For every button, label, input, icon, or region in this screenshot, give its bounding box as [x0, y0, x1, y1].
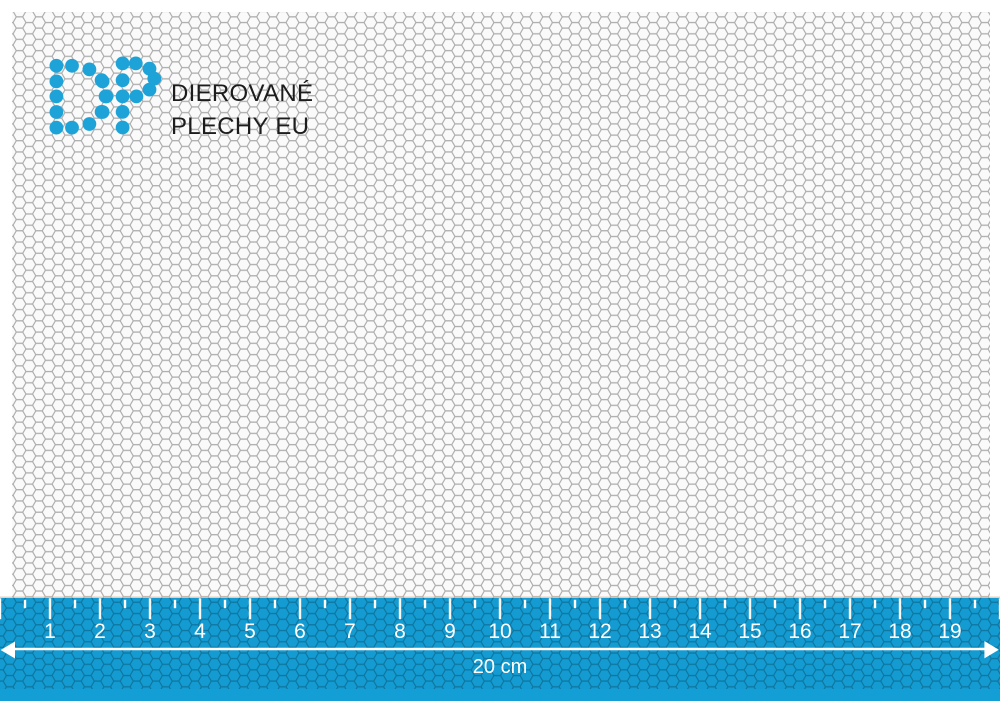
svg-text:2: 2: [94, 620, 106, 643]
svg-text:9: 9: [444, 620, 456, 643]
svg-text:15: 15: [738, 620, 761, 643]
svg-text:18: 18: [888, 620, 911, 643]
svg-text:7: 7: [344, 620, 356, 643]
svg-text:DIEROVANÉ: DIEROVANÉ: [171, 80, 313, 107]
svg-text:20 cm: 20 cm: [473, 656, 527, 678]
svg-text:1: 1: [44, 620, 56, 643]
svg-text:19: 19: [938, 620, 961, 643]
svg-text:5: 5: [244, 620, 256, 643]
svg-text:8: 8: [394, 620, 406, 643]
svg-text:PLECHY EU: PLECHY EU: [171, 113, 309, 140]
svg-text:10: 10: [488, 620, 511, 643]
svg-text:14: 14: [688, 620, 712, 643]
svg-text:4: 4: [194, 620, 206, 643]
svg-text:13: 13: [638, 620, 661, 643]
svg-text:16: 16: [788, 620, 811, 643]
svg-text:3: 3: [144, 620, 156, 643]
svg-text:17: 17: [838, 620, 861, 643]
svg-text:12: 12: [588, 620, 611, 643]
svg-text:11: 11: [539, 620, 561, 643]
svg-text:6: 6: [294, 620, 306, 643]
